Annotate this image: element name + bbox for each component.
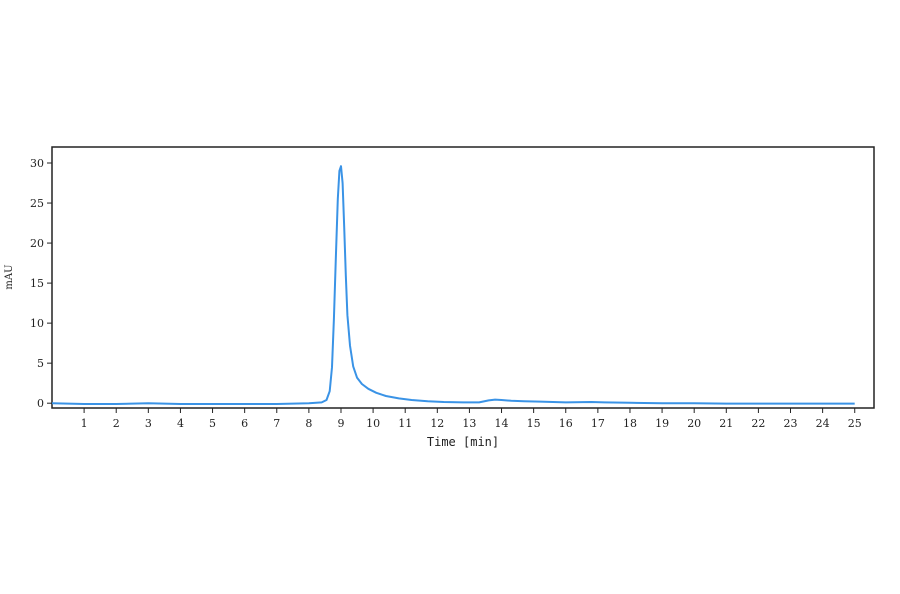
x-tick-label: 3 xyxy=(145,417,152,430)
y-tick-label: 25 xyxy=(30,197,44,210)
x-axis-title: Time [min] xyxy=(427,435,499,449)
y-axis: 0 5 10 15 20 25 30 xyxy=(30,157,52,410)
x-tick-label: 18 xyxy=(623,417,637,430)
x-axis: 1 2 3 4 5 6 7 8 9 10 11 12 13 14 15 16 17 18 19 20 21 22 23 24 2… xyxy=(81,408,862,430)
plot-frame xyxy=(51,146,875,409)
x-tick-label: 9 xyxy=(337,417,344,430)
x-tick-label: 13 xyxy=(462,417,476,430)
series-layer xyxy=(51,165,855,405)
y-tick-label: 20 xyxy=(30,237,44,250)
x-tick-label: 20 xyxy=(687,417,701,430)
x-tick-label: 10 xyxy=(366,417,380,430)
y-tick-label: 0 xyxy=(37,397,44,410)
x-tick-label: 7 xyxy=(273,417,280,430)
x-tick-label: 11 xyxy=(398,417,412,430)
y-tick-label: 30 xyxy=(30,157,44,170)
x-tick-label: 19 xyxy=(655,417,669,430)
x-tick-label: 21 xyxy=(719,417,733,430)
x-tick-label: 17 xyxy=(591,417,605,430)
x-tick-label: 22 xyxy=(751,417,765,430)
x-tick-label: 1 xyxy=(81,417,88,430)
x-tick-label: 5 xyxy=(209,417,216,430)
x-tick-label: 25 xyxy=(848,417,862,430)
y-tick-label: 5 xyxy=(37,357,44,370)
y-axis-title: mAU xyxy=(4,264,15,289)
x-tick-label: 8 xyxy=(305,417,312,430)
x-tick-label: 15 xyxy=(527,417,541,430)
x-tick-label: 16 xyxy=(559,417,573,430)
x-tick-label: 24 xyxy=(816,417,830,430)
x-tick-label: 2 xyxy=(113,417,120,430)
y-tick-label: 10 xyxy=(30,317,44,330)
x-tick-label: 23 xyxy=(784,417,798,430)
y-tick-label: 15 xyxy=(30,277,44,290)
x-tick-label: 4 xyxy=(177,417,184,430)
x-tick-label: 6 xyxy=(241,417,248,430)
series-line xyxy=(51,165,855,405)
x-tick-label: 14 xyxy=(495,417,509,430)
x-tick-label: 12 xyxy=(430,417,444,430)
